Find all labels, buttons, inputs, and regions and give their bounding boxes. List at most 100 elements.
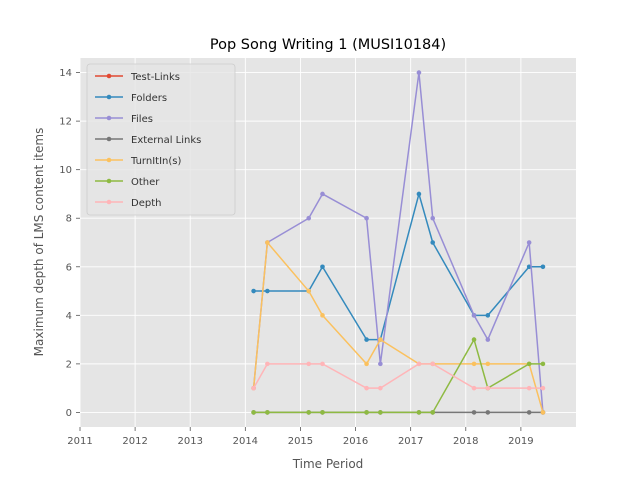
y-tick-label: 2	[66, 359, 72, 370]
legend: Test-Links Folders Files External Links Turn…	[86, 63, 236, 216]
data-point-other	[526, 361, 532, 367]
data-point-other	[320, 410, 325, 415]
series-line-files	[252, 71, 544, 413]
data-point-folders	[540, 264, 546, 270]
data-point-files	[320, 191, 325, 197]
y-axis: 0 2 4 6 8 10 12 14	[59, 68, 80, 419]
data-point-turnitin-s	[485, 361, 491, 367]
data-point-depth	[430, 361, 436, 367]
legend-label: Files	[131, 114, 153, 125]
x-tick-label: 2011	[67, 436, 92, 447]
legend-item-folders: Folders	[95, 93, 167, 104]
data-point-other	[306, 410, 312, 415]
legend-item-depth: Depth	[95, 198, 161, 209]
y-tick-label: 12	[59, 117, 72, 128]
data-point-files	[378, 361, 383, 367]
legend-item-other: Other	[95, 177, 160, 188]
data-point-external-links	[526, 410, 532, 415]
data-point-files	[485, 337, 491, 342]
x-axis: 2011 2012 2013 2014 2015 2016 2017 2018 2019	[67, 427, 534, 447]
data-point-depth	[320, 361, 325, 367]
series-line-folders	[253, 193, 543, 341]
x-axis-label: Time Period	[292, 457, 364, 471]
data-point-other	[416, 410, 422, 415]
data-point-turnitin-s	[306, 288, 312, 294]
series-other	[251, 337, 546, 415]
x-tick-label: 2019	[508, 436, 533, 447]
x-tick-label: 2014	[233, 436, 258, 447]
data-point-files	[306, 215, 312, 221]
y-tick-label: 10	[59, 165, 72, 176]
y-axis-label: Maximum depth of LMS content items	[32, 128, 46, 357]
data-point-files	[430, 215, 436, 221]
data-point-other	[471, 337, 477, 342]
legend-marker	[106, 94, 112, 100]
data-point-folders	[265, 288, 270, 294]
data-point-files	[416, 70, 422, 75]
data-point-folders	[416, 191, 422, 197]
data-point-files	[471, 313, 477, 318]
series-line-depth	[252, 363, 543, 389]
x-tick-label: 2015	[288, 436, 313, 447]
data-point-turnitin-s	[378, 337, 383, 342]
data-point-depth	[378, 385, 383, 391]
legend-item-test-links: Test-Links	[95, 72, 180, 83]
series-line-turnitin-s	[252, 241, 544, 413]
data-point-other	[430, 410, 436, 415]
legend-label: TurnItIn(s)	[130, 156, 181, 167]
series-line-other	[253, 338, 543, 414]
chart-title: Pop Song Writing 1 (MUSI10184)	[210, 37, 446, 53]
data-point-other	[378, 410, 383, 415]
legend-marker	[106, 199, 112, 205]
data-point-depth	[540, 385, 546, 391]
data-point-folders	[364, 337, 369, 342]
x-tick-label: 2016	[343, 436, 368, 447]
data-point-other	[540, 361, 546, 367]
series-layer	[251, 70, 546, 415]
data-point-external-links	[485, 410, 491, 415]
data-point-other	[364, 410, 369, 415]
data-point-turnitin-s	[320, 313, 325, 318]
legend-marker	[106, 115, 112, 121]
data-point-depth	[526, 385, 532, 391]
legend-label: Folders	[131, 93, 167, 104]
legend-marker	[106, 136, 112, 142]
data-point-depth	[485, 385, 491, 391]
data-point-turnitin-s	[540, 410, 546, 415]
legend-label: Depth	[131, 198, 161, 209]
data-point-other	[265, 410, 270, 415]
data-point-depth	[265, 361, 270, 367]
y-tick-label: 6	[66, 262, 72, 273]
y-tick-label: 0	[66, 408, 72, 419]
x-tick-label: 2013	[177, 436, 202, 447]
y-tick-label: 4	[66, 311, 72, 322]
y-tick-label: 8	[66, 214, 72, 225]
legend-item-files: Files	[95, 114, 153, 125]
data-point-depth	[251, 385, 256, 391]
x-tick-label: 2012	[122, 436, 147, 447]
data-point-turnitin-s	[364, 361, 369, 367]
x-tick-label: 2017	[398, 436, 423, 447]
data-point-external-links	[471, 410, 477, 415]
legend-item-turnitin-s: TurnItIn(s)	[95, 156, 181, 167]
data-point-folders	[430, 240, 436, 245]
legend-item-external-links: External Links	[95, 135, 201, 146]
legend-marker	[106, 157, 112, 163]
data-point-turnitin-s	[265, 240, 270, 245]
x-tick-label: 2018	[453, 436, 478, 447]
data-point-files	[364, 215, 369, 221]
data-point-turnitin-s	[471, 361, 477, 367]
data-point-depth	[416, 361, 422, 367]
y-tick-label: 14	[59, 68, 72, 79]
data-point-other	[251, 410, 256, 415]
data-point-depth	[306, 361, 312, 367]
legend-label: Other	[131, 177, 160, 188]
data-point-folders	[320, 264, 325, 270]
series-depth	[251, 361, 546, 391]
data-point-folders	[251, 288, 256, 294]
data-point-files	[526, 240, 532, 245]
data-point-folders	[485, 313, 491, 318]
data-point-depth	[364, 385, 369, 391]
legend-marker	[106, 178, 112, 184]
